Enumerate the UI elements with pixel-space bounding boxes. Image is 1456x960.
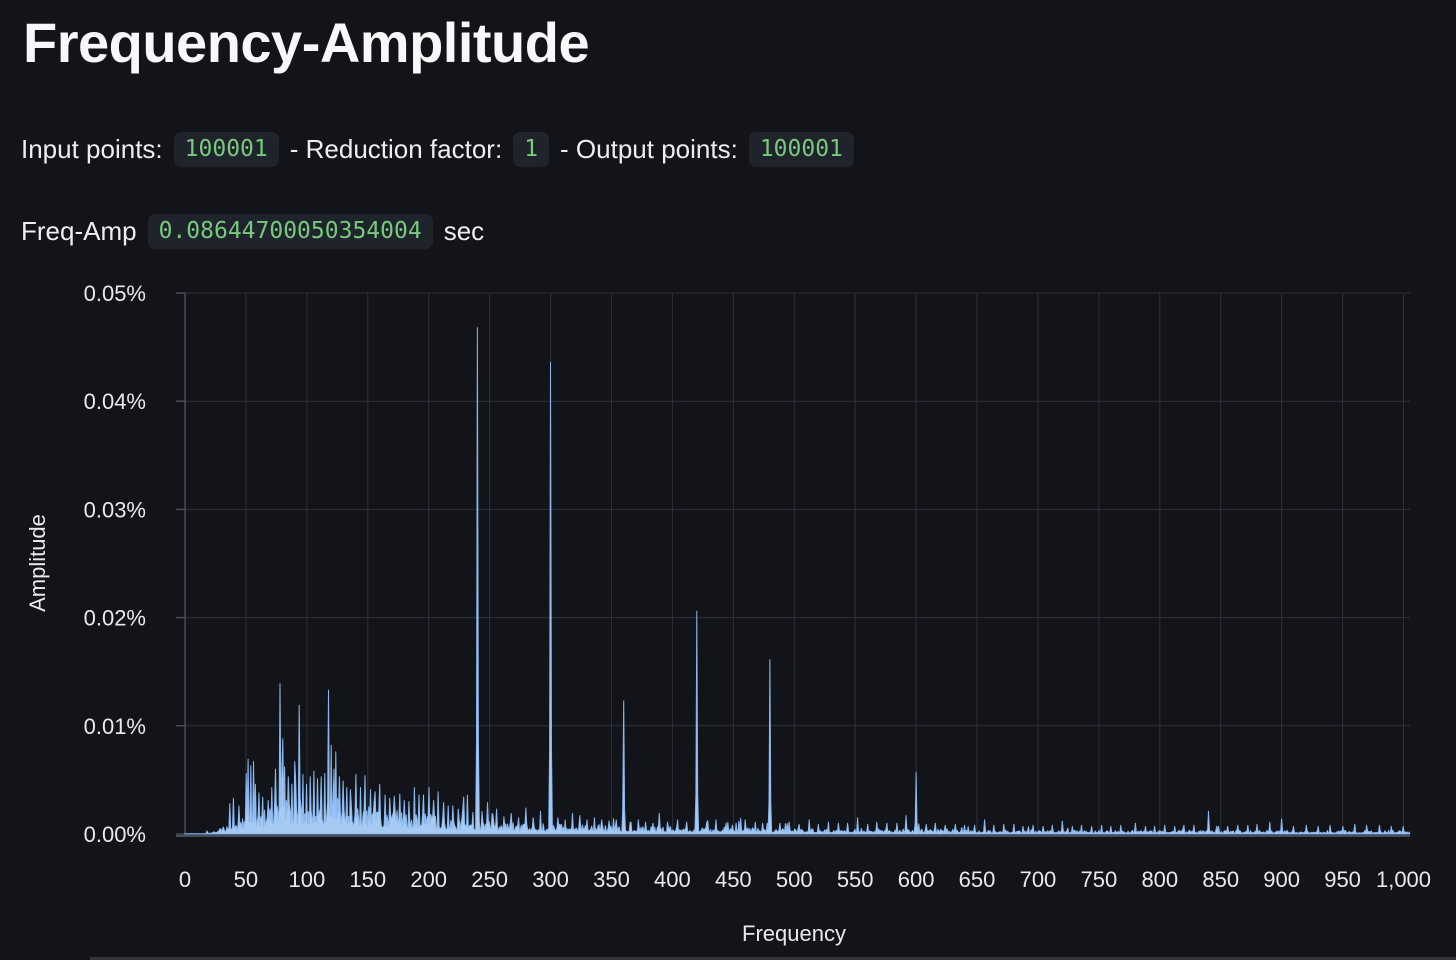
x-tick-label: 100 bbox=[288, 867, 325, 892]
x-tick-label: 300 bbox=[532, 867, 569, 892]
x-tick-label: 0 bbox=[179, 867, 191, 892]
x-tick-label: 750 bbox=[1081, 867, 1118, 892]
input-points-value: 100001 bbox=[173, 132, 279, 168]
spectrum-plot[interactable]: 0 50 100 150 200 250 300 350 400 450 500 550 600 650 7… bbox=[0, 270, 1456, 960]
x-tick-label: 50 bbox=[234, 867, 258, 892]
x-tick-label: 650 bbox=[959, 867, 996, 892]
x-tick-label: 850 bbox=[1202, 867, 1239, 892]
input-points-label: Input points: bbox=[21, 134, 163, 165]
y-tick-label: 0.04% bbox=[84, 389, 146, 414]
x-tick-label: 900 bbox=[1263, 867, 1300, 892]
x-tick-label: 1,000 bbox=[1376, 867, 1431, 892]
x-tick-label: 250 bbox=[471, 867, 508, 892]
output-points-label: - Output points: bbox=[560, 134, 738, 165]
stats-line: Input points: 100001 - Reduction factor:… bbox=[21, 132, 854, 168]
y-tick-label: 0.01% bbox=[84, 714, 146, 739]
x-tick-label: 550 bbox=[837, 867, 874, 892]
x-tick-label: 800 bbox=[1141, 867, 1178, 892]
x-tick-label: 350 bbox=[593, 867, 630, 892]
y-tick-label: 0.02% bbox=[84, 606, 146, 631]
x-tick-label: 200 bbox=[410, 867, 447, 892]
x-tick-label: 400 bbox=[654, 867, 691, 892]
timing-label: Freq-Amp bbox=[21, 216, 137, 247]
timing-value: 0.08644700050354004 bbox=[147, 214, 433, 250]
reduction-factor-label: - Reduction factor: bbox=[289, 134, 503, 165]
page-title: Frequency-Amplitude bbox=[23, 11, 590, 74]
y-tick-label: 0.00% bbox=[84, 822, 146, 847]
y-tick-label: 0.03% bbox=[84, 497, 146, 522]
frequency-amplitude-chart[interactable]: 0 50 100 150 200 250 300 350 400 450 500 550 600 650 7… bbox=[0, 270, 1456, 960]
spectrum-area-path bbox=[184, 327, 1411, 835]
timing-unit: sec bbox=[443, 216, 485, 247]
axis-layer bbox=[176, 292, 1410, 837]
output-points-value: 100001 bbox=[748, 132, 854, 168]
x-tick-label: 500 bbox=[776, 867, 813, 892]
y-tick-label: 0.05% bbox=[84, 281, 146, 306]
x-axis-title: Frequency bbox=[742, 921, 846, 946]
y-axis-title: Amplitude bbox=[25, 514, 50, 612]
x-tick-label: 600 bbox=[898, 867, 935, 892]
bottom-edge-strip bbox=[90, 957, 1456, 960]
timing-line: Freq-Amp 0.08644700050354004 sec bbox=[21, 214, 485, 250]
x-tick-label: 150 bbox=[349, 867, 386, 892]
reduction-factor-value: 1 bbox=[513, 132, 550, 168]
x-tick-label: 450 bbox=[715, 867, 752, 892]
x-tick-label: 950 bbox=[1324, 867, 1361, 892]
grid-layer bbox=[185, 292, 1410, 836]
spectrum-series bbox=[184, 327, 1411, 835]
tick-label-layer: 0 50 100 150 200 250 300 350 400 450 500 550 600 650 7… bbox=[84, 281, 1431, 892]
x-tick-label: 700 bbox=[1020, 867, 1057, 892]
